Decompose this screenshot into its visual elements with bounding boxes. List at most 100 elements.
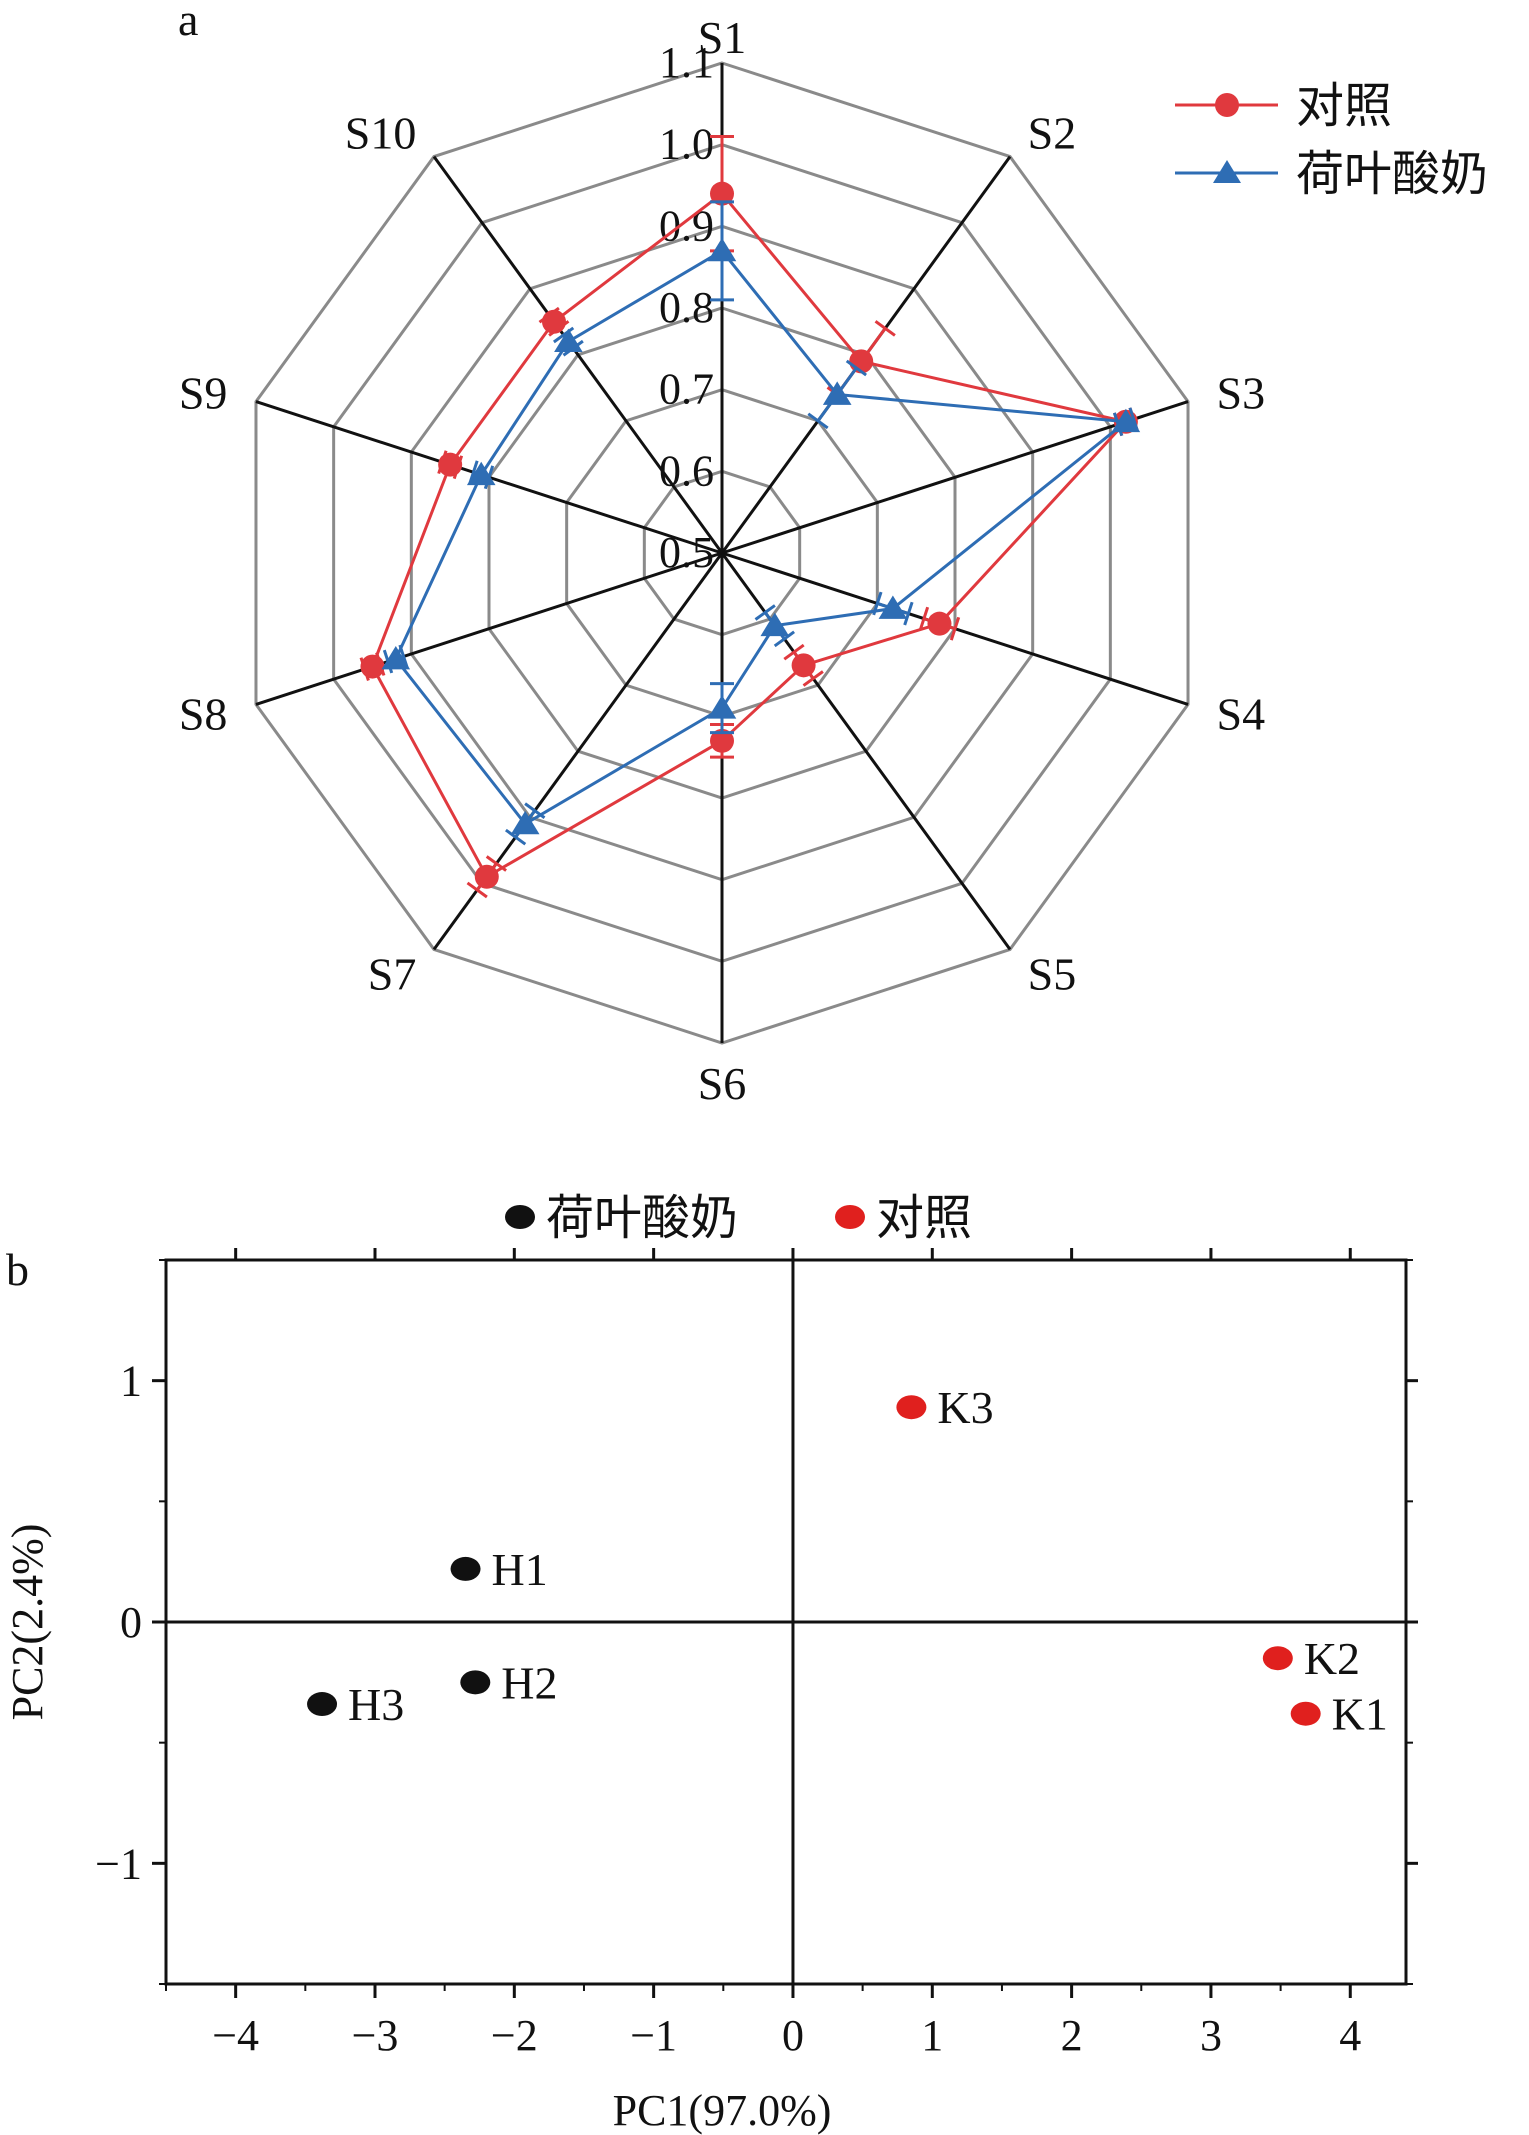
radar-radial-tick-labels: 0.5 0.6 0.7 0.8 0.9 1.0 1.1	[659, 38, 714, 577]
radar-series-lotus-yogurt	[381, 200, 1141, 846]
radar-marker-triangle	[822, 381, 852, 405]
x-tick-label: 3	[1200, 2011, 1222, 2060]
radar-axis-label: S6	[698, 1058, 747, 1109]
legend-marker-triangle	[1213, 160, 1241, 183]
radar-marker-triangle	[554, 328, 583, 352]
legend-label: 对照	[1296, 78, 1392, 134]
scatter-ticks: −4 −3 −2 −1 0 1 2 3 4 −1 0 1	[95, 1248, 1418, 2060]
radial-tick-label: 0.7	[659, 365, 714, 414]
scatter-point	[896, 1395, 927, 1420]
radar-marker-circle	[360, 654, 385, 679]
point-label: H3	[348, 1679, 404, 1730]
radar-spoke	[255, 551, 723, 706]
scatter-point	[460, 1670, 491, 1695]
error-bar-cap	[918, 606, 930, 631]
x-tick-label: 4	[1339, 2011, 1361, 2060]
radar-series-line	[394, 248, 1130, 826]
y-tick-label: 1	[120, 1357, 142, 1406]
radar-marker-triangle	[760, 612, 790, 637]
radar-marker-circle	[541, 309, 566, 334]
radial-tick-label: 0.5	[659, 528, 714, 577]
radar-series	[359, 135, 1141, 899]
radar-chart-panel: a 0.5 0.6 0.7 0.8 0.9 1.0 1.1 S1 S2 S3 S4 S5 S6 S7 S8…	[178, 0, 1488, 1109]
radar-axis-label: S5	[1028, 949, 1077, 1000]
radar-axis-label: S10	[345, 107, 417, 158]
error-bar-cap	[949, 616, 961, 641]
panel-label-b: b	[6, 1244, 29, 1295]
zero-lines	[166, 1260, 1406, 1984]
radar-marker-circle	[710, 181, 734, 206]
radar-marker-circle	[791, 653, 816, 678]
radar-marker-triangle	[381, 645, 411, 670]
scatter-point	[1262, 1646, 1293, 1671]
error-bar-cap	[466, 881, 488, 899]
radial-tick-label: 0.8	[659, 283, 714, 332]
point-label: K2	[1304, 1633, 1360, 1684]
point-label: H2	[501, 1657, 557, 1708]
scatter-point	[1290, 1701, 1321, 1726]
radar-marker-triangle	[878, 595, 908, 619]
error-bar-cap	[773, 630, 795, 648]
scatter-point	[307, 1692, 338, 1717]
x-tick-label: 2	[1061, 2011, 1083, 2060]
legend-marker	[505, 1205, 535, 1229]
x-tick-label: 1	[921, 2011, 943, 2060]
radial-tick-label: 0.9	[659, 201, 714, 250]
y-axis-label: PC2(2.4%)	[3, 1524, 52, 1721]
point-label: H1	[492, 1544, 548, 1595]
scatter-legend: 荷叶酸奶 对照	[505, 1190, 972, 1246]
x-tick-label: −1	[630, 2011, 677, 2060]
radar-axis-label: S1	[698, 12, 747, 63]
legend-marker	[835, 1205, 865, 1229]
radar-marker-circle	[474, 864, 499, 889]
legend-label: 对照	[876, 1190, 972, 1246]
y-tick-label: 0	[120, 1598, 142, 1647]
radial-tick-label: 0.6	[659, 446, 714, 495]
point-label: K3	[937, 1382, 993, 1433]
point-label: K1	[1332, 1689, 1388, 1740]
panel-label-a: a	[178, 0, 198, 45]
scatter-point	[450, 1556, 481, 1581]
radar-marker-triangle	[1111, 408, 1141, 433]
error-bar-cap	[504, 828, 527, 846]
radar-marker-triangle	[707, 237, 737, 262]
radar-axis-labels: S1 S2 S3 S4 S5 S6 S7 S8 S9 S10	[179, 12, 1265, 1109]
legend-label: 荷叶酸奶	[546, 1190, 738, 1246]
radar-marker-triangle	[466, 461, 496, 486]
radar-spoke	[721, 400, 1189, 555]
x-tick-label: −3	[352, 2011, 399, 2060]
legend-label: 荷叶酸奶	[1296, 146, 1488, 202]
radar-axis-label: S9	[179, 367, 228, 418]
error-bar-cap	[783, 643, 805, 661]
radar-marker-triangle	[707, 695, 737, 719]
radar-axis-label: S8	[179, 689, 228, 740]
radar-axis-label: S3	[1217, 367, 1266, 418]
x-tick-label: −4	[212, 2011, 259, 2060]
error-bar-cap	[553, 326, 575, 344]
x-tick-label: −2	[491, 2011, 538, 2060]
radar-marker-circle	[710, 728, 734, 753]
legend-marker-circle	[1215, 93, 1239, 117]
radar-marker-circle	[438, 452, 463, 477]
error-bar-cap	[754, 604, 776, 621]
y-tick-label: −1	[95, 1839, 142, 1888]
error-bar-cap	[874, 320, 896, 337]
radar-marker-triangle	[510, 810, 540, 835]
radar-spoke	[432, 155, 724, 554]
x-axis-label: PC1(97.0%)	[613, 2086, 832, 2135]
radial-tick-label: 1.0	[659, 120, 714, 169]
radar-axis-label: S7	[368, 949, 417, 1000]
radial-tick-label: 1.1	[659, 38, 714, 87]
x-tick-label: 0	[782, 2011, 804, 2060]
radar-axis-label: S4	[1217, 689, 1266, 740]
error-bar-cap	[845, 359, 867, 377]
radar-marker-circle	[927, 611, 952, 636]
error-bar-cap	[903, 601, 914, 626]
radar-axis-label: S2	[1028, 107, 1077, 158]
error-bar-cap	[807, 412, 829, 430]
error-bar-cap	[802, 670, 824, 687]
